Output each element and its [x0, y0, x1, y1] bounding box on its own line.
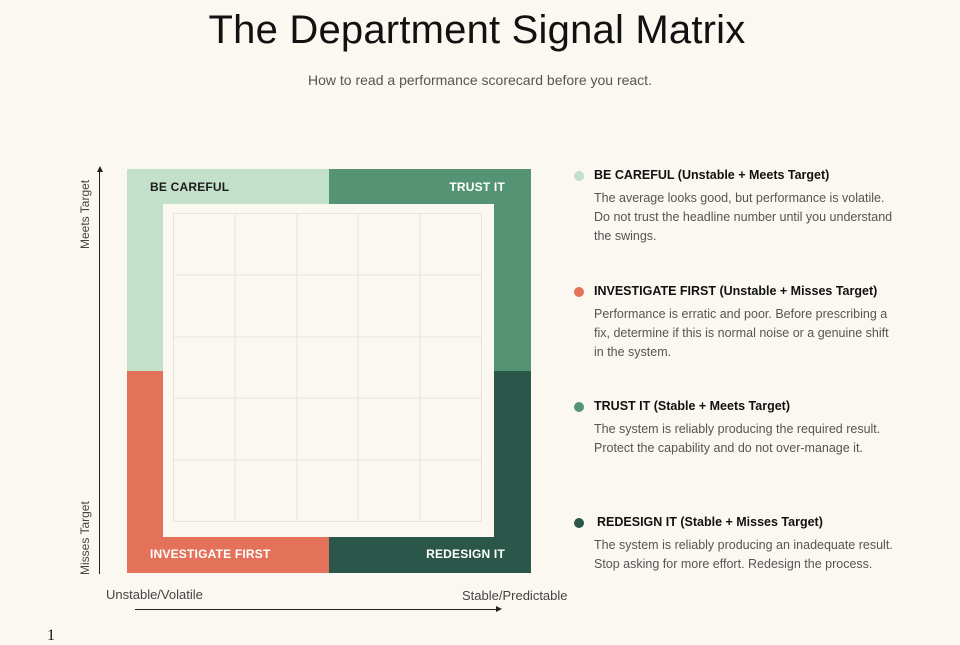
legend-title: INVESTIGATE FIRST (Unstable + Misses Tar…: [594, 284, 878, 298]
legend-title: REDESIGN IT (Stable + Misses Target): [597, 515, 823, 529]
legend-dot-trust-it: [574, 402, 584, 412]
legend-title: TRUST IT (Stable + Meets Target): [594, 399, 790, 413]
legend-description: The average looks good, but performance …: [594, 191, 893, 243]
legend-description: The system is reliably producing the req…: [594, 422, 881, 455]
page-number: 1: [47, 627, 55, 644]
matrix-grid: [173, 213, 482, 522]
quadrant-label-be-careful: BE CAREFUL: [150, 180, 230, 194]
y-axis-label-top: Meets Target: [78, 179, 92, 249]
x-axis-label-right: Stable/Predictable: [462, 588, 568, 603]
legend-title: BE CAREFUL (Unstable + Meets Target): [594, 168, 830, 182]
matrix-inner-panel: [163, 204, 494, 537]
x-axis-label-left: Unstable/Volatile: [106, 587, 203, 602]
y-axis-label-bottom: Misses Target: [78, 501, 92, 575]
legend-dot-investigate-first: [574, 287, 584, 297]
page-title: The Department Signal Matrix: [208, 8, 746, 52]
y-axis-line: [99, 172, 101, 574]
x-axis-line: [135, 608, 497, 610]
legend-dot-redesign-it: [574, 518, 584, 528]
legend-description: The system is reliably producing an inad…: [594, 538, 893, 571]
page-subtitle: How to read a performance scorecard befo…: [308, 72, 652, 88]
quadrant-label-redesign-it: REDESIGN IT: [426, 547, 505, 561]
x-axis-arrowhead: [496, 606, 502, 612]
legend-dot-be-careful: [574, 171, 584, 181]
quadrant-label-investigate-first: INVESTIGATE FIRST: [150, 547, 271, 561]
quadrant-label-trust-it: TRUST IT: [449, 180, 505, 194]
legend-description: Performance is erratic and poor. Before …: [594, 307, 889, 359]
y-axis-arrowhead: [97, 166, 103, 172]
